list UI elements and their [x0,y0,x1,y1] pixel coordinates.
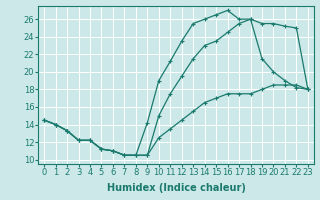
X-axis label: Humidex (Indice chaleur): Humidex (Indice chaleur) [107,183,245,193]
